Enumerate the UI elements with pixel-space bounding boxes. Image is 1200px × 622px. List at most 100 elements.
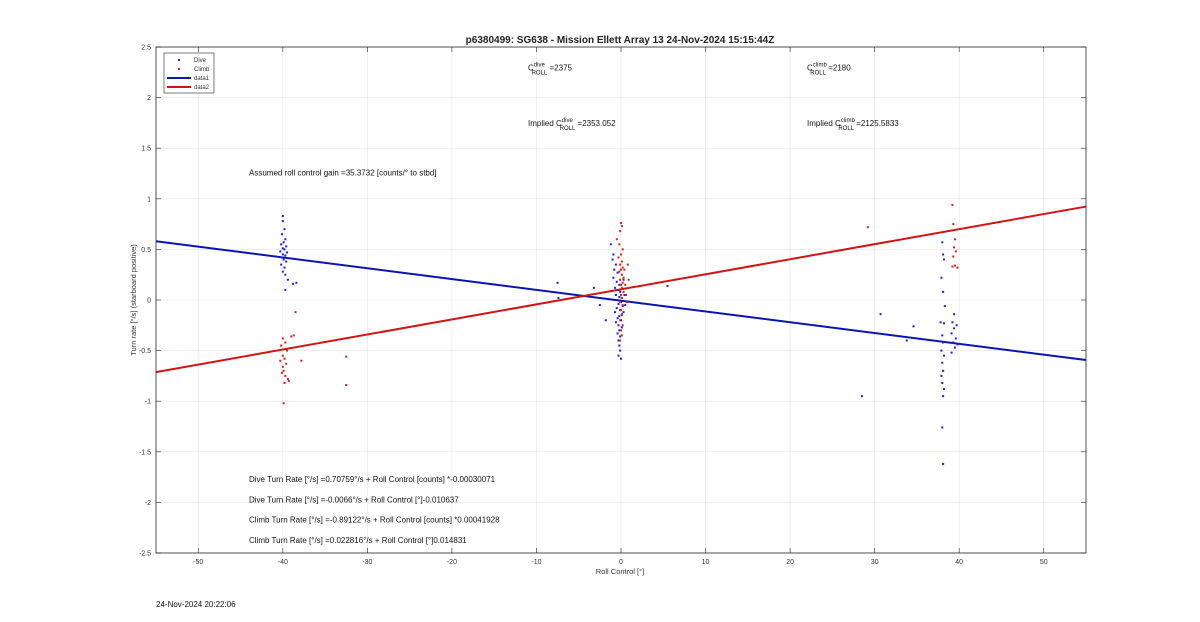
data-point-climb bbox=[618, 270, 621, 273]
data-point-dive bbox=[615, 307, 618, 310]
data-point-dive bbox=[623, 293, 626, 296]
data-point-climb bbox=[281, 337, 284, 340]
data-point-climb bbox=[951, 203, 954, 206]
data-point-climb bbox=[619, 301, 622, 304]
annotation-c_dive: Cdive ROLL =2375 bbox=[528, 62, 573, 76]
y-tick-label: 1.5 bbox=[141, 146, 151, 153]
data-point-dive bbox=[598, 304, 601, 307]
data-point-climb bbox=[281, 354, 284, 357]
data-point-climb bbox=[282, 369, 285, 372]
data-point-dive bbox=[284, 288, 287, 291]
data-point-climb bbox=[623, 268, 626, 271]
data-point-climb bbox=[279, 359, 282, 362]
data-point-dive bbox=[285, 245, 288, 248]
annotation-implied_dive: Implied Cdive ROLL =2353.052 bbox=[528, 118, 616, 132]
fit-lines bbox=[155, 205, 1087, 374]
data-point-climb bbox=[621, 281, 624, 284]
data-point-climb bbox=[620, 314, 623, 317]
data-point-climb bbox=[618, 243, 621, 246]
data-point-dive bbox=[285, 260, 288, 263]
legend: Dive Climb data1 data2 bbox=[163, 52, 215, 94]
annotation-superscript: dive bbox=[534, 62, 546, 68]
data-point-dive bbox=[556, 281, 559, 284]
data-points bbox=[279, 203, 959, 465]
data-point-climb bbox=[625, 301, 628, 304]
data-point-dive bbox=[942, 369, 945, 372]
data-point-dive bbox=[281, 247, 284, 250]
data-point-dive bbox=[592, 286, 595, 289]
legend-swatch-climb bbox=[178, 68, 180, 70]
legend-swatch-dive bbox=[178, 59, 180, 61]
annotation-eq1: Dive Turn Rate [°/s] =0.70759°/s + Roll … bbox=[249, 475, 496, 484]
data-point-dive bbox=[624, 304, 627, 307]
data-point-climb bbox=[620, 273, 623, 276]
legend-label: data2 bbox=[194, 85, 210, 91]
data-point-dive bbox=[621, 305, 624, 308]
data-point-climb bbox=[282, 402, 285, 405]
data-point-dive bbox=[283, 248, 286, 251]
data-point-climb bbox=[300, 359, 303, 362]
x-axis-label: Roll Control [°] bbox=[596, 567, 644, 576]
data-point-climb bbox=[624, 283, 627, 286]
annotation-superscript: climb bbox=[841, 118, 856, 124]
data-point-climb bbox=[280, 344, 283, 347]
data-point-dive bbox=[942, 462, 945, 465]
data-point-dive bbox=[618, 344, 621, 347]
y-tick-label: 1 bbox=[147, 196, 151, 203]
data-point-dive bbox=[953, 327, 956, 330]
data-point-dive bbox=[942, 258, 945, 261]
data-point-dive bbox=[286, 278, 289, 281]
data-point-dive bbox=[942, 322, 945, 325]
data-point-dive bbox=[666, 284, 669, 287]
data-point-dive bbox=[618, 295, 621, 298]
data-point-dive bbox=[942, 341, 945, 344]
data-point-dive bbox=[941, 426, 944, 429]
data-point-dive bbox=[941, 361, 944, 364]
y-tick-label: -0.5 bbox=[139, 348, 151, 355]
data-point-climb bbox=[619, 230, 622, 233]
data-point-dive bbox=[618, 329, 621, 332]
data-point-climb bbox=[284, 341, 287, 344]
data-point-climb bbox=[622, 276, 625, 279]
data-point-dive bbox=[942, 388, 945, 391]
data-point-dive bbox=[940, 349, 943, 352]
data-point-dive bbox=[616, 317, 619, 320]
data-point-dive bbox=[283, 266, 286, 269]
data-point-dive bbox=[614, 321, 617, 324]
legend-label: Dive bbox=[194, 58, 207, 64]
data-point-climb bbox=[617, 256, 620, 259]
data-point-dive bbox=[954, 337, 957, 340]
data-point-dive bbox=[620, 313, 623, 316]
data-point-dive bbox=[951, 321, 954, 324]
x-tick-label: -30 bbox=[362, 559, 372, 566]
y-tick-label: 2.5 bbox=[141, 45, 151, 52]
data-point-climb bbox=[619, 339, 622, 342]
data-point-climb bbox=[621, 304, 624, 307]
data-point-dive bbox=[617, 354, 620, 357]
data-point-dive bbox=[953, 313, 956, 316]
data-point-climb bbox=[951, 265, 954, 268]
annotation-subscript: ROLL bbox=[810, 70, 826, 76]
data-point-climb bbox=[620, 286, 623, 289]
y-tick-label: -1 bbox=[145, 399, 151, 406]
annotation-subscript: ROLL bbox=[838, 126, 854, 132]
annotation-value: =2375 bbox=[547, 63, 572, 72]
data-point-dive bbox=[617, 339, 620, 342]
data-point-climb bbox=[620, 253, 622, 256]
data-point-dive bbox=[614, 293, 617, 296]
annotation-implied_climb: Implied Cclimb ROLL =2125.5833 bbox=[807, 118, 899, 132]
data-point-climb bbox=[620, 309, 622, 312]
data-point-dive bbox=[281, 270, 284, 273]
annotation-subscript: ROLL bbox=[532, 70, 548, 76]
data-point-dive bbox=[905, 339, 908, 342]
y-axis-label: Turn rate [°/s] (starboard positive) bbox=[129, 244, 138, 356]
data-point-climb bbox=[620, 268, 622, 271]
data-point-dive bbox=[955, 324, 958, 327]
data-point-climb bbox=[956, 266, 959, 269]
data-point-dive bbox=[281, 215, 284, 218]
data-point-dive bbox=[612, 276, 615, 279]
data-point-climb bbox=[622, 290, 625, 293]
annotation-value: =2125.5833 bbox=[854, 119, 899, 128]
data-point-dive bbox=[619, 290, 622, 293]
